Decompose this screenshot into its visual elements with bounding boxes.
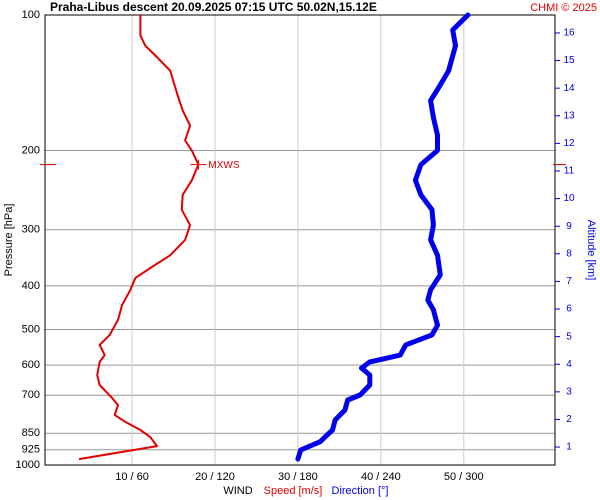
y-tick-label: 200: [22, 144, 40, 156]
annotation: MXWS: [208, 160, 239, 171]
y-tick-label: 850: [22, 427, 40, 439]
y2-tick-label: 4: [566, 359, 572, 370]
y2-tick-label: 5: [566, 331, 572, 342]
y-axis-label: Pressure [hPa]: [3, 204, 15, 277]
y2-tick-label: 16: [563, 28, 575, 39]
y2-tick-label: 3: [566, 386, 572, 397]
plot-frame: [44, 14, 556, 466]
credit: CHMI © 2025: [530, 2, 597, 14]
x-axis-label: WIND: [223, 485, 252, 497]
y-tick-label: 400: [22, 280, 40, 292]
y2-tick-label: 14: [563, 83, 575, 94]
y2-axis-label: Altitude [km]: [585, 220, 597, 281]
y2-tick-label: 11: [564, 166, 575, 177]
y2-tick-label: 1: [566, 442, 572, 453]
y-tick-label: 700: [22, 389, 40, 401]
x-tick-label: 10 / 60: [115, 471, 149, 483]
x-tick-label: 40 / 240: [361, 471, 401, 483]
y-tick-label: 925: [22, 444, 40, 456]
y2-tick-label: 8: [566, 248, 572, 259]
x-tick-label: 20 / 120: [195, 471, 235, 483]
y-tick-label: 100: [22, 9, 40, 21]
y-tick-label: 600: [22, 359, 40, 371]
series-line: [295, 12, 471, 462]
legend-label: Direction [°]: [332, 485, 389, 497]
y2-tick-label: 13: [563, 110, 575, 121]
y2-tick-label: 7: [566, 276, 572, 287]
y2-tick-label: 9: [566, 221, 572, 232]
legend-label: Speed [m/s]: [264, 485, 323, 497]
x-tick-label: 30 / 180: [278, 471, 318, 483]
y-tick-label: 1000: [16, 459, 40, 471]
x-tick-label: 50 / 300: [444, 471, 484, 483]
y-tick-label: 300: [22, 224, 40, 236]
y2-tick-label: 6: [566, 304, 572, 315]
chart-title: Praha-Libus descent 20.09.2025 07:15 UTC…: [50, 0, 377, 14]
y2-tick-label: 12: [563, 138, 575, 149]
y2-tick-label: 2: [566, 414, 572, 425]
y-tick-label: 500: [22, 323, 40, 335]
y2-tick-label: 15: [563, 55, 575, 66]
series-line: [78, 14, 200, 460]
y2-tick-label: 10: [563, 193, 575, 204]
